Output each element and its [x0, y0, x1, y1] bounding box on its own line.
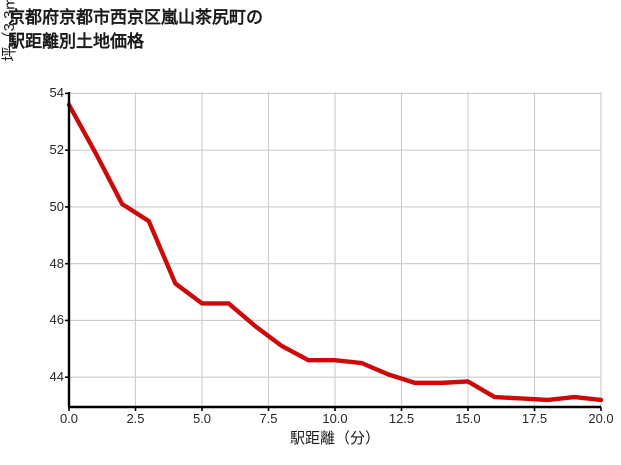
- y-tick-label: 44: [49, 369, 64, 385]
- x-tick-label: 20.0: [588, 411, 614, 426]
- y-tick-label: 52: [49, 142, 64, 158]
- y-axis-tick-labels: 44 46 48 50 52 54: [36, 0, 64, 465]
- x-tick-label: 17.5: [521, 411, 548, 426]
- y-tick-label: 50: [49, 198, 64, 214]
- x-tick-label: 2.5: [126, 411, 145, 426]
- y-tick-label: 46: [49, 312, 64, 328]
- x-tick-label: 12.5: [388, 411, 415, 426]
- y-tick-label: 48: [49, 255, 64, 271]
- x-tick-label: 15.0: [455, 411, 481, 426]
- x-tick-label: 7.5: [259, 411, 278, 426]
- x-axis-label: 駅距離（分）: [289, 430, 380, 447]
- x-tick-label: 5.0: [192, 411, 212, 426]
- y-tick-label: 54: [49, 85, 64, 101]
- chart-title: 京都府京都市西京区嵐山茶尻町の 駅距離別土地価格: [8, 6, 608, 54]
- x-tick-label: 10.0: [322, 411, 348, 426]
- x-tick-label: 0.0: [59, 411, 79, 426]
- y-axis-label: 坪（3.3㎡）単価（万円）: [0, 0, 20, 126]
- data-line-坪単価: [66, 102, 604, 403]
- chart-title-line-2: 駅距離別土地価格: [8, 32, 144, 52]
- chart-title-line-1: 京都府京都市西京区嵐山茶尻町の: [8, 8, 263, 27]
